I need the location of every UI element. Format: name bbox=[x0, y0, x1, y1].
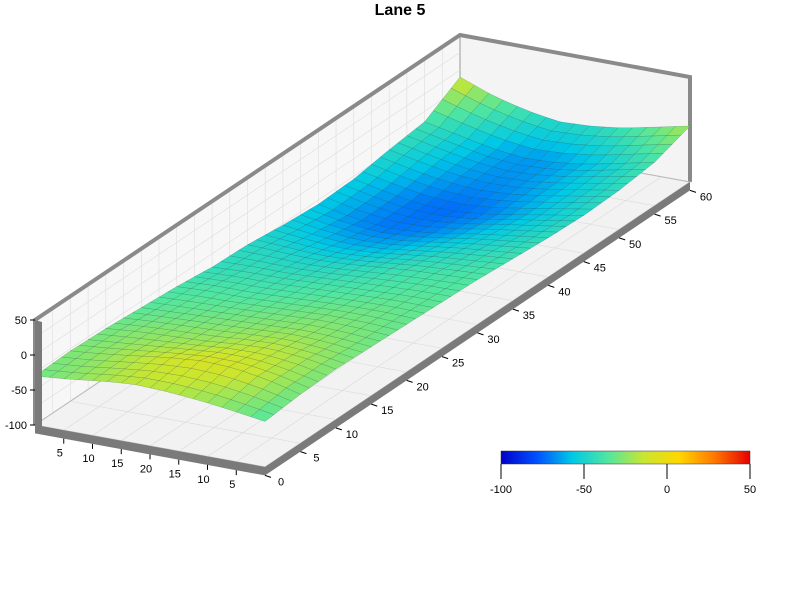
y-tick-label: 25 bbox=[452, 358, 464, 370]
surface-cell bbox=[238, 244, 263, 254]
y-tick bbox=[406, 379, 413, 383]
y-tick-label: 50 bbox=[629, 239, 641, 251]
y-tick-label: 20 bbox=[417, 381, 429, 393]
y-tick-label: 55 bbox=[664, 215, 676, 227]
chart-title: Lane 5 bbox=[374, 2, 426, 19]
surface-cell bbox=[184, 276, 210, 284]
y-tick bbox=[512, 308, 520, 312]
surface-cell bbox=[379, 149, 404, 163]
y-tick bbox=[619, 237, 626, 241]
y-tick bbox=[583, 261, 590, 265]
y-tick bbox=[300, 451, 307, 455]
x-tick-label: 5 bbox=[229, 479, 235, 491]
colorbar-tick-label: 0 bbox=[664, 484, 670, 496]
y-tick-label: 60 bbox=[700, 191, 712, 203]
wall-gridline bbox=[34, 87, 461, 373]
x-axis-bar bbox=[35, 425, 265, 476]
x-tick-label: 10 bbox=[82, 453, 94, 465]
surface-cell bbox=[149, 296, 174, 305]
x-tick-label: 20 bbox=[140, 463, 152, 475]
y-tick bbox=[548, 284, 555, 288]
colorbar-bar bbox=[500, 450, 751, 465]
y-tick-label: 35 bbox=[523, 310, 535, 322]
surface-cell bbox=[335, 185, 360, 198]
y-tick bbox=[264, 474, 272, 478]
surface-cell bbox=[388, 142, 413, 156]
wall-gridline bbox=[34, 69, 461, 356]
y-tick-label: 10 bbox=[346, 429, 358, 441]
y-tick bbox=[441, 356, 449, 360]
y-tick-label: 0 bbox=[278, 476, 284, 488]
x-tick-label: 5 bbox=[57, 448, 63, 460]
surface-mesh bbox=[34, 76, 691, 422]
surface-cell bbox=[211, 261, 236, 270]
colorbar-tick-label: 50 bbox=[744, 484, 756, 496]
z-tick-label: 0 bbox=[21, 350, 27, 362]
y-tick-label: 30 bbox=[487, 334, 499, 346]
y-tick bbox=[654, 213, 661, 217]
surface-cell bbox=[300, 209, 325, 221]
z-tick-label: 50 bbox=[15, 315, 27, 327]
y-tick-label: 5 bbox=[313, 453, 319, 465]
y-axis-bar bbox=[265, 182, 690, 476]
y-tick bbox=[477, 332, 484, 336]
y-tick bbox=[335, 427, 342, 431]
surface-cell bbox=[441, 87, 466, 107]
surface-cell bbox=[397, 135, 422, 149]
surface-cell bbox=[415, 121, 440, 135]
x-tick-label: 15 bbox=[111, 458, 123, 470]
surface-cell bbox=[406, 128, 431, 142]
colorbar: -100 -50 0 50 bbox=[490, 450, 756, 496]
z-tick-label: -100 bbox=[5, 420, 27, 432]
y-tick-label: 15 bbox=[381, 405, 393, 417]
surface-cell bbox=[158, 291, 183, 300]
surface-cell bbox=[317, 197, 343, 211]
surface-cell bbox=[229, 250, 254, 259]
z-axis-bar bbox=[35, 320, 42, 427]
surface-cell bbox=[193, 271, 219, 280]
surface-cell bbox=[344, 178, 369, 192]
y-tick-label: 45 bbox=[594, 263, 606, 275]
surface-cell bbox=[202, 266, 228, 275]
y-tick-label: 40 bbox=[558, 286, 570, 298]
z-tick-label: -50 bbox=[11, 385, 27, 397]
surface-cell bbox=[140, 302, 166, 310]
surface-cell bbox=[362, 164, 387, 178]
y-tick bbox=[689, 189, 697, 193]
surface-cell bbox=[273, 224, 298, 235]
axes: 5 10 15 20 15 10 5 051015202530354045505560500-… bbox=[5, 182, 712, 491]
colorbar-tick-label: -100 bbox=[490, 484, 512, 496]
floor-gridline bbox=[236, 176, 662, 462]
x-tick-label: 10 bbox=[197, 474, 209, 486]
wall-gridline bbox=[34, 52, 461, 338]
colorbar-tick-label: -50 bbox=[576, 484, 592, 496]
surface-cell bbox=[246, 239, 272, 249]
x-tick-label: 15 bbox=[169, 469, 181, 481]
surface-cell bbox=[176, 281, 201, 289]
y-tick bbox=[371, 403, 378, 407]
